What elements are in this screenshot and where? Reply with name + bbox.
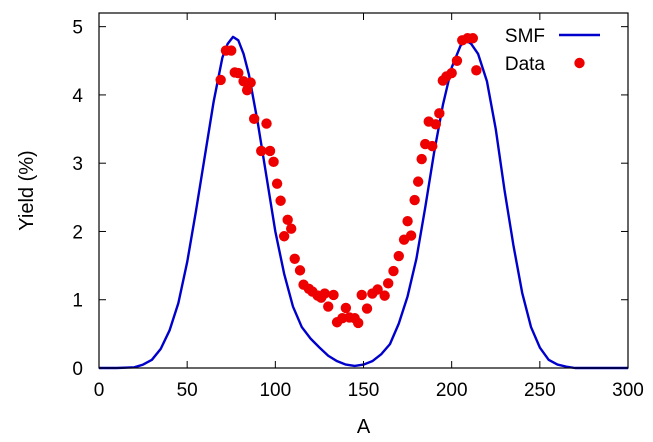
data-point	[268, 156, 279, 168]
data-point	[412, 176, 424, 187]
data-point	[427, 140, 438, 152]
y-tick-label: 1	[72, 291, 83, 312]
data-point	[233, 67, 244, 79]
data-point	[248, 113, 260, 125]
y-axis-label: Yield (%)	[16, 150, 38, 230]
data-point	[215, 74, 226, 86]
data-point	[286, 223, 297, 234]
data-point	[405, 230, 417, 241]
data-point	[451, 55, 463, 66]
x-tick-label: 150	[348, 380, 380, 401]
legend-label-smf: SMF	[505, 26, 545, 47]
legend: SMF Data	[505, 26, 600, 75]
data-point	[416, 153, 427, 165]
legend-label-data: Data	[505, 54, 546, 75]
data-point	[282, 214, 293, 226]
y-tick-label: 0	[72, 359, 83, 380]
data-point	[361, 303, 373, 314]
data-point	[340, 302, 352, 314]
data-point	[323, 301, 334, 312]
data-point	[372, 284, 383, 295]
data-point	[471, 65, 482, 76]
data-point	[409, 194, 420, 206]
data-point	[294, 265, 306, 276]
x-tick-label: 50	[177, 380, 198, 401]
data-point	[402, 216, 413, 227]
data-point	[382, 278, 394, 289]
data-point	[467, 33, 479, 44]
data-point	[379, 290, 390, 301]
data-point	[319, 288, 330, 299]
data-point	[264, 145, 276, 157]
series-line-smf	[99, 35, 628, 370]
data-point	[388, 265, 399, 277]
plot-frame	[98, 12, 629, 369]
data-point	[271, 178, 283, 189]
x-tick-label: 200	[436, 380, 468, 401]
x-tick-label: 300	[612, 380, 644, 401]
data-point	[356, 289, 367, 301]
ticks-layer: 0 50 100 150 200 250 300 0 1 2 3 4 5	[72, 13, 644, 401]
y-tick-label: 5	[72, 18, 83, 39]
data-point	[353, 317, 364, 329]
x-tick-label: 0	[94, 380, 105, 401]
series-layer	[99, 33, 628, 370]
data-point	[256, 145, 267, 157]
x-tick-label: 100	[259, 380, 291, 401]
y-tick-label: 4	[72, 86, 83, 107]
data-point	[278, 231, 290, 242]
data-point	[261, 118, 272, 129]
data-point	[328, 289, 339, 301]
data-point	[434, 108, 445, 119]
y-tick-label: 3	[72, 154, 83, 175]
data-point	[275, 195, 286, 206]
data-point	[289, 253, 300, 264]
y-tick-label: 2	[72, 222, 83, 243]
data-point	[226, 45, 237, 56]
legend-swatch-data	[574, 57, 585, 69]
data-point	[393, 250, 404, 262]
x-tick-label: 250	[524, 380, 556, 401]
x-axis-label: A	[357, 416, 371, 438]
data-point	[245, 77, 256, 88]
data-point	[446, 67, 457, 79]
data-point	[430, 119, 441, 130]
